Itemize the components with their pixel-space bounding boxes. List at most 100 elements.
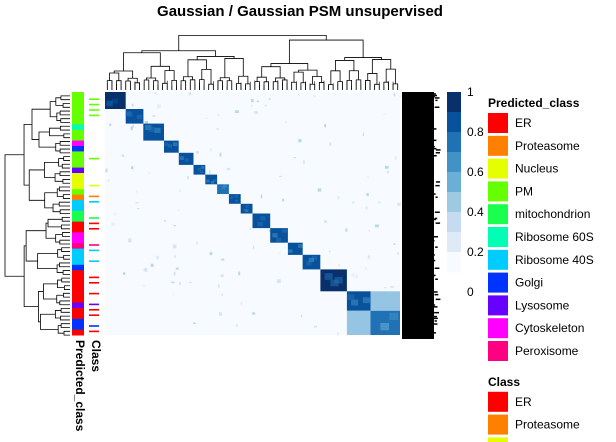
row-label-tick: [432, 254, 435, 256]
dendrogram-branch: [56, 112, 61, 121]
heatmap-cell: [107, 179, 110, 182]
row-label-tick: [434, 106, 440, 108]
heatmap-cell: [293, 157, 296, 159]
heatmap-cell: [298, 244, 303, 248]
class-cell: [89, 260, 99, 262]
dendrogram-branch: [38, 131, 56, 148]
heatmap-cell: [260, 216, 266, 221]
dendrogram-branch: [178, 34, 327, 51]
dendrogram-branch: [55, 97, 64, 106]
heatmap-cell: [238, 271, 241, 276]
heatmap-cell: [328, 250, 331, 253]
legend-entry-label: Proteasome: [515, 139, 580, 153]
heatmap-cell: [368, 230, 371, 232]
predicted-class-cell: [72, 189, 84, 196]
heatmap-cell: [111, 98, 118, 104]
heatmap-cell: [234, 199, 239, 203]
dendrogram-branch: [58, 201, 70, 207]
predicted-class-cell: [72, 237, 84, 244]
dendrogram-branch: [54, 173, 63, 182]
heatmap-cell: [313, 95, 316, 97]
heatmap-cell: [362, 132, 364, 137]
dendrogram-branch: [123, 52, 161, 72]
heatmap-cell: [127, 112, 133, 117]
heatmap-cell: [156, 255, 159, 260]
row-label-tick: [435, 298, 441, 301]
legend-swatch: [488, 135, 508, 156]
predicted-class-cell: [72, 200, 84, 206]
heatmap-cell: [303, 160, 305, 165]
row-label-tick: [433, 291, 438, 293]
heatmap-cell: [196, 151, 199, 154]
dendrogram-branch: [199, 79, 205, 90]
dendrogram-branch: [312, 76, 323, 85]
dendrogram-branch: [37, 253, 58, 270]
heatmap-block: [228, 194, 241, 204]
predicted-class-cell: [72, 308, 84, 314]
predicted-class-cell: [72, 156, 84, 163]
legend-swatch: [488, 437, 508, 442]
heatmap-cell: [244, 209, 249, 213]
heatmap-cell: [111, 222, 115, 226]
row-label-tick: [434, 217, 438, 220]
dendrogram-branch: [261, 66, 281, 78]
legend-title: Class: [488, 375, 520, 389]
dendrogram-branch: [365, 80, 371, 90]
dendrogram-branch: [254, 81, 260, 90]
heatmap-cell: [131, 166, 134, 170]
dendrogram-branch: [318, 82, 325, 90]
heatmap-cell: [281, 228, 287, 233]
row-label-tick: [432, 304, 436, 306]
column-dendrogram: [106, 34, 399, 90]
row-label-tick: [433, 128, 437, 130]
predicted-class-cell: [72, 297, 84, 304]
heatmap-cell: [390, 286, 394, 288]
legend-swatch: [488, 391, 508, 412]
heatmap-cell: [276, 237, 282, 243]
dendrogram-branch: [162, 82, 168, 90]
heatmap-cell: [174, 255, 176, 258]
class-column: [88, 92, 102, 335]
heatmap-cell: [269, 229, 271, 232]
predicted-class-cell: [72, 281, 84, 287]
heatmap-cell: [216, 128, 219, 130]
heatmap-cell: [240, 302, 243, 305]
dendrogram-branch: [4, 154, 25, 277]
heatmap-cell: [209, 148, 212, 152]
dendrogram-branch: [235, 83, 242, 90]
heatmap-cell: [179, 156, 184, 160]
legend-swatch: [488, 341, 508, 361]
predicted-class-cell: [72, 205, 84, 212]
heatmap-cell: [135, 202, 139, 204]
dendrogram-branch: [43, 283, 58, 300]
heatmap-cell: [351, 273, 355, 277]
heatmap-cell: [386, 171, 390, 174]
heatmap-cell: [136, 114, 143, 120]
legend-swatch: [488, 227, 508, 247]
heatmap-cell: [329, 142, 332, 146]
class-cell: [89, 249, 99, 252]
predicted-class-cell: [72, 167, 84, 174]
dendrogram-branch: [63, 330, 70, 336]
dendrogram-branch: [44, 192, 58, 209]
dendrogram-branch: [374, 83, 380, 90]
heatmap-cell: [199, 170, 204, 174]
legend-entry-label: ER: [515, 116, 532, 130]
colorbar-step: [447, 212, 461, 233]
heatmap-cell: [218, 284, 220, 288]
heatmap-cell: [234, 195, 239, 198]
legend-swatch: [488, 414, 508, 435]
colorbar-tick-label: 0.8: [467, 125, 484, 139]
heatmap-cell: [121, 154, 125, 157]
row-label-tick: [433, 317, 438, 320]
heatmap-cell: [276, 279, 281, 283]
dendrogram-branch: [60, 315, 70, 321]
row-label-tick: [432, 155, 437, 157]
dendrogram-branch: [150, 65, 170, 79]
legend-entry-label: Lysosome: [515, 298, 570, 312]
dendrogram-branch: [245, 83, 251, 90]
class-cell: [89, 330, 99, 333]
predicted-class-cell: [72, 313, 84, 320]
heatmap-cell: [399, 95, 401, 98]
